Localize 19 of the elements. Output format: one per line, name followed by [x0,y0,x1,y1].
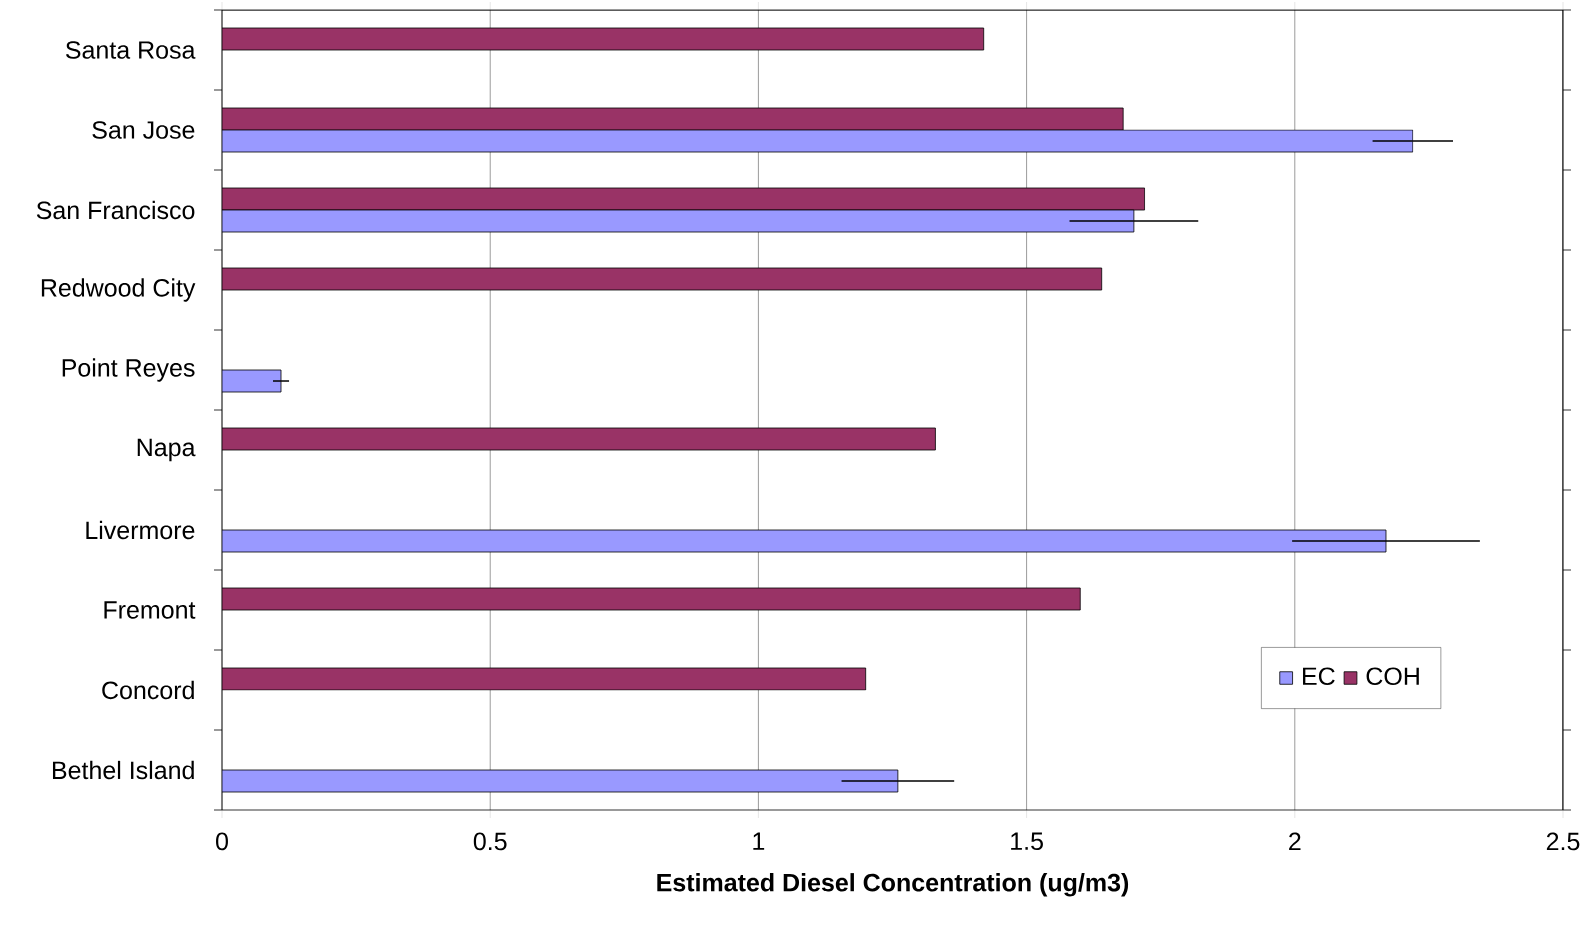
y-tick-label: San Francisco [36,200,195,220]
y-tick-label: Redwood City [41,278,196,302]
y-tick-label: Bethel Island [52,760,194,780]
y-tick-label: Napa [137,438,196,462]
x-tick-label: 2 [1289,832,1301,850]
x-tick-label: 1.5 [1011,832,1043,850]
x-tick-label: 0.5 [473,832,507,851]
x-axis-title: Estimated Diesel Concentration (ug/m3) [657,873,1129,897]
y-tick-label: Livermore [86,520,195,540]
legend-label: COH [1366,667,1419,686]
legend-label: EC [1303,667,1335,686]
y-tick-label: Santa Rosa [65,41,196,59]
x-tick-label: 1 [753,832,765,850]
y-tick-label: Concord [102,680,194,700]
y-tick-label: San Jose [92,121,195,139]
x-tick-label: 2.5 [1546,832,1580,851]
y-tick-label: Point Reyes [62,358,195,382]
y-tick-label: Fremont [104,601,196,619]
x-tick-label: 0 [216,832,228,851]
